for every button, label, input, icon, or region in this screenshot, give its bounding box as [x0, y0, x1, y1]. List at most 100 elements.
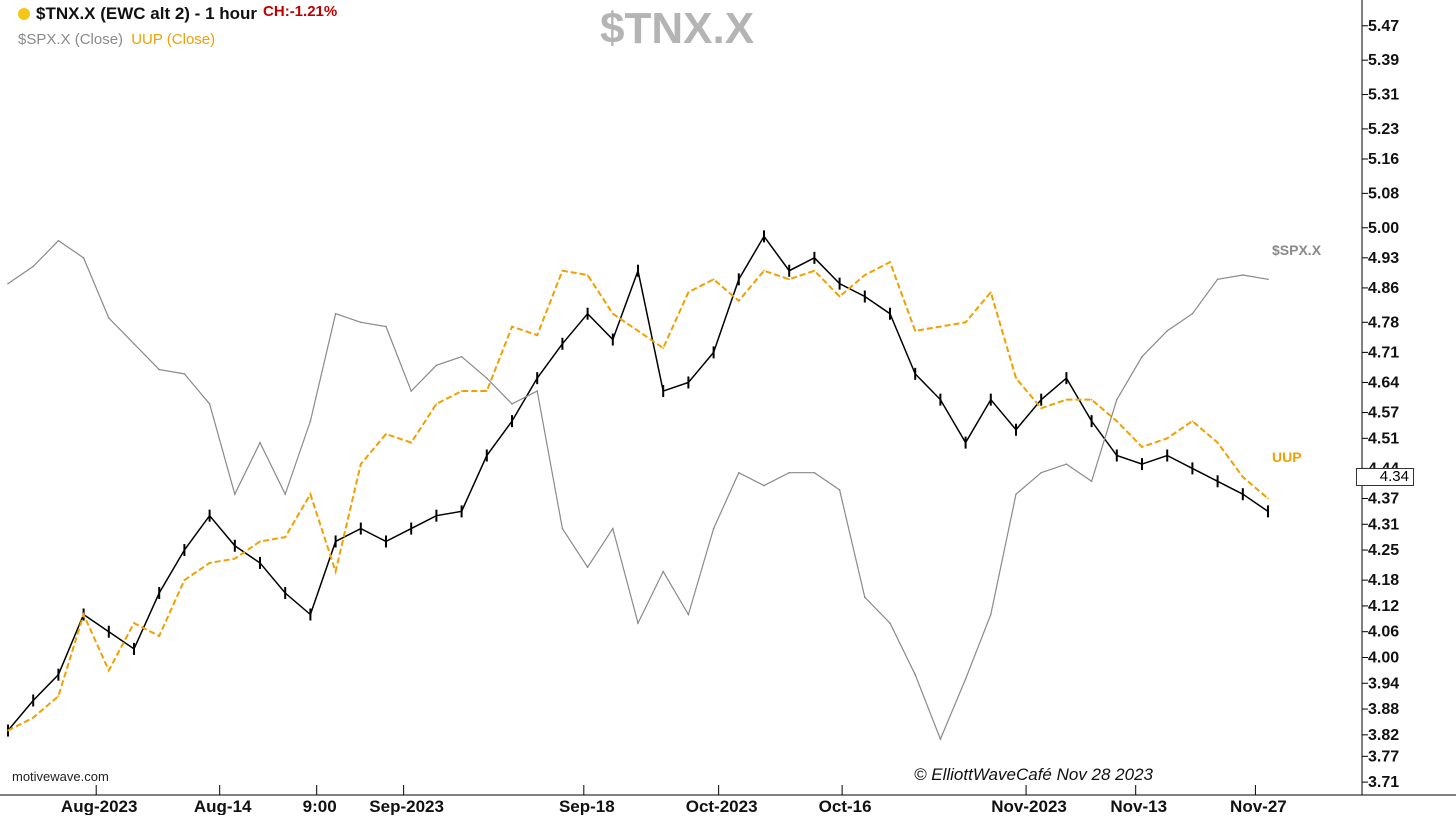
spx-point-2 [57, 239, 60, 242]
spx-point-35 [889, 622, 891, 624]
y-tick-label-15: 4.64 [1368, 374, 1399, 391]
legend-uup[interactable]: UUP (Close) [131, 31, 216, 48]
symbol-watermark: $TNX.X [600, 4, 755, 53]
uup-point-2 [57, 695, 60, 697]
uup-point-24 [612, 312, 614, 315]
spx-point-18 [460, 355, 463, 358]
y-tick-label-18: 4.86 [1368, 280, 1399, 297]
spx-point-14 [360, 321, 362, 324]
y-tick-label-25: 5.39 [1368, 52, 1399, 69]
spx-point-40 [1015, 493, 1017, 495]
uup-point-29 [738, 300, 740, 302]
spx-point-33 [838, 489, 841, 491]
y-tick-label-13: 4.51 [1368, 430, 1399, 447]
uup-point-46 [1166, 437, 1168, 440]
last-price-marker: 4.34 [1356, 468, 1414, 486]
series-tag-spx: $SPX.X [1272, 242, 1322, 258]
uup-point-16 [410, 441, 413, 444]
y-tick-label-16: 4.71 [1368, 344, 1399, 361]
spx-point-34 [864, 596, 866, 599]
spx-point-15 [385, 325, 387, 328]
spx-point-25 [637, 622, 639, 624]
uup-point-43 [1090, 398, 1093, 401]
x-tick-label-2: 9:00 [303, 797, 337, 815]
spx-point-29 [738, 471, 740, 474]
spx-point-37 [939, 738, 942, 740]
spx-point-20 [511, 403, 513, 405]
y-tick-label-8: 4.18 [1368, 572, 1399, 589]
x-tick-label-1: Aug-14 [194, 797, 252, 815]
y-tick-label-4: 3.94 [1368, 675, 1399, 692]
x-tick-label-5: Oct-2023 [686, 797, 758, 815]
uup-point-42 [1065, 398, 1068, 401]
spx-point-6 [158, 368, 160, 371]
uup-point-33 [838, 295, 841, 298]
spx-point-23 [586, 566, 589, 569]
uup-point-36 [914, 330, 916, 332]
uup-series-line [7, 260, 1269, 732]
uup-point-32 [813, 269, 816, 272]
spx-point-47 [1191, 312, 1194, 315]
uup-point-4 [108, 669, 110, 672]
uup-point-14 [360, 463, 362, 465]
spx-point-26 [662, 570, 664, 573]
copyright-credit: © ElliottWaveCafé Nov 28 2023 [914, 765, 1154, 784]
uup-point-41 [1040, 407, 1042, 410]
y-tick-label-1: 3.77 [1368, 748, 1399, 765]
x-tick-label-4: Sep-18 [559, 797, 615, 815]
spx-point-28 [712, 527, 715, 530]
uup-point-11 [284, 536, 287, 538]
spx-point-45 [1141, 355, 1143, 358]
spx-point-19 [486, 377, 488, 379]
spx-point-44 [1116, 398, 1118, 401]
legend-spx[interactable]: $SPX.X (Close) [18, 31, 124, 48]
uup-point-9 [234, 557, 236, 560]
uup-point-10 [259, 540, 261, 543]
uup-point-23 [586, 274, 589, 276]
x-tick-label-0: Aug-2023 [61, 797, 138, 815]
spx-point-8 [208, 403, 211, 405]
source-label: motivewave.com [12, 769, 109, 784]
tnx-series-line [7, 234, 1269, 732]
spx-point-1 [32, 265, 34, 268]
uup-point-12 [309, 493, 312, 495]
spx-point-27 [687, 613, 690, 616]
spx-point-36 [914, 673, 916, 676]
y-tick-label-5: 4.00 [1368, 649, 1399, 666]
spx-point-12 [309, 420, 312, 422]
uup-point-47 [1191, 420, 1194, 422]
uup-point-13 [334, 570, 337, 573]
uup-point-37 [939, 325, 942, 328]
x-tick-label-6: Oct-16 [819, 797, 872, 815]
uup-point-26 [662, 347, 664, 349]
y-tick-label-2: 3.82 [1368, 727, 1399, 744]
x-tick-label-3: Sep-2023 [369, 797, 444, 815]
spx-point-48 [1216, 278, 1219, 281]
spx-point-46 [1166, 330, 1168, 332]
x-tick-label-8: Nov-13 [1110, 797, 1167, 815]
uup-point-45 [1141, 446, 1143, 448]
spx-point-42 [1065, 463, 1068, 465]
spx-point-5 [133, 342, 135, 345]
y-tick-label-17: 4.78 [1368, 314, 1399, 331]
spx-point-21 [536, 390, 538, 392]
x-tick-label-7: Nov-2023 [991, 797, 1067, 815]
spx-point-43 [1090, 480, 1093, 483]
spx-point-16 [410, 390, 413, 392]
uup-point-19 [486, 390, 488, 392]
y-tick-label-21: 5.08 [1368, 185, 1399, 202]
series-tag-uup: UUP [1272, 449, 1302, 465]
uup-point-31 [788, 278, 790, 281]
y-tick-label-14: 4.57 [1368, 405, 1399, 422]
y-tick-label-26: 5.47 [1368, 18, 1399, 35]
y-tick-label-9: 4.25 [1368, 542, 1399, 559]
series-indicator-dot [18, 8, 30, 20]
x-tick-label-9: Nov-27 [1230, 797, 1287, 815]
uup-point-50 [1267, 497, 1269, 500]
spx-point-4 [108, 317, 110, 319]
uup-point-5 [133, 622, 135, 624]
y-tick-label-24: 5.31 [1368, 87, 1399, 104]
uup-point-34 [864, 274, 866, 276]
